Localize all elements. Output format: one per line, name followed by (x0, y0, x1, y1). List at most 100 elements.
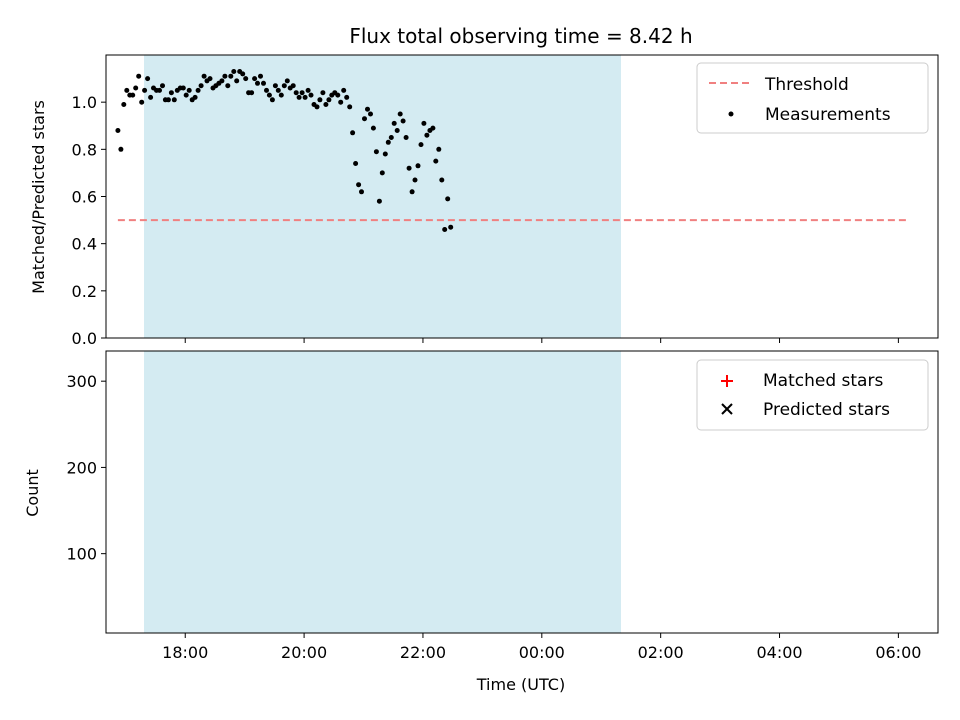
measurement-point (195, 87, 201, 93)
measurement-point (397, 111, 403, 117)
measurement-point (160, 83, 165, 89)
measurement-point (231, 69, 237, 74)
measurement-point (255, 80, 260, 86)
bottom-x-tick-label: 18:00 (162, 643, 208, 662)
measurement-point (118, 146, 124, 152)
top-legend-box (696, 62, 929, 134)
measurement-point (275, 87, 281, 93)
bottom-x-tick-label: 04:00 (756, 643, 802, 662)
measurement-point (373, 149, 379, 155)
top-y-tick-label: 0.6 (72, 188, 97, 207)
measurement-point (323, 102, 329, 107)
measurement-point (243, 76, 249, 82)
measurement-point (148, 94, 154, 100)
measurement-point (326, 97, 332, 103)
top-y-tick-label: 0.4 (72, 235, 97, 254)
measurement-point (258, 73, 263, 79)
measurement-point (302, 94, 308, 100)
measurement-point (362, 116, 367, 122)
bottom-legend: Matched stars Predicted stars (696, 359, 929, 431)
measurement-point (338, 99, 344, 105)
bottom-x-tick-label: 20:00 (281, 643, 327, 662)
measurement-point (445, 196, 451, 202)
measurement-point (130, 92, 136, 98)
bottom-legend-box (696, 359, 929, 431)
measurement-point (344, 94, 350, 100)
measurement-point (133, 85, 139, 91)
top-y-axis: 0.0 0.2 0.4 0.6 0.8 1.0 (72, 93, 106, 348)
measurement-point (406, 165, 412, 171)
measurement-point (296, 94, 302, 100)
top-y-tick-label: 1.0 (72, 93, 97, 112)
measurement-point (264, 87, 269, 93)
measurement-point (171, 97, 177, 103)
measurement-point (433, 158, 439, 164)
measurement-point (385, 139, 391, 145)
threshold-legend-label: Threshold (764, 75, 849, 95)
measurement-point (261, 80, 266, 86)
measurement-point (409, 189, 415, 195)
measurement-point (382, 151, 388, 157)
measurement-point (335, 92, 341, 98)
matched-legend-label: Matched stars (763, 371, 883, 391)
bottom-y-axis-label: Count (23, 469, 42, 517)
measurement-point (201, 73, 207, 79)
measurement-point (186, 87, 192, 93)
top-y-tick-label: 0.2 (72, 282, 97, 301)
measurement-point (272, 83, 278, 89)
predicted-legend-label: Predicted stars (763, 400, 890, 420)
matched-legend-marker (721, 375, 733, 387)
measurement-point (412, 177, 418, 183)
measurement-point (388, 135, 394, 140)
measurement-point (192, 94, 198, 100)
measurement-point (305, 87, 311, 93)
measurement-point (266, 92, 272, 98)
top-panel: 0.0 0.2 0.4 0.6 0.8 1.0 Matched/Predicted sta… (29, 54, 939, 348)
top-legend: Threshold Measurements (696, 62, 929, 134)
measurement-point (136, 73, 142, 79)
measurement-point (290, 83, 296, 89)
measurement-point (368, 111, 373, 117)
measurement-point (421, 120, 427, 126)
top-x-ticks (184, 338, 899, 343)
measurement-point (314, 104, 320, 110)
measurement-point (249, 90, 255, 96)
bottom-observing-window (144, 351, 621, 633)
measurement-point (168, 90, 174, 96)
bottom-x-tick-label: 02:00 (638, 643, 684, 662)
measurement-point (219, 78, 225, 84)
measurement-point (222, 73, 228, 79)
measurement-point (448, 224, 454, 230)
measurement-point (142, 87, 148, 93)
measurements-legend-label: Measurements (765, 105, 891, 125)
measurement-point (320, 90, 326, 96)
measurement-point (403, 135, 409, 140)
measurement-point (252, 76, 258, 82)
top-y-axis-label: Matched/Predicted stars (29, 100, 48, 294)
measurement-point (180, 85, 186, 91)
measurement-point (269, 97, 275, 103)
measurement-point (418, 142, 424, 148)
measurement-point (376, 198, 382, 204)
measurement-point (124, 87, 130, 93)
measurement-point (439, 177, 445, 183)
bottom-y-tick-label: 300 (66, 372, 97, 391)
measurement-point (281, 83, 287, 89)
measurement-point (442, 227, 448, 232)
measurement-point (356, 182, 362, 188)
measurement-point (183, 92, 189, 98)
measurement-point (234, 78, 240, 84)
measurement-point (145, 76, 151, 82)
measurement-point (436, 146, 442, 152)
measurement-point (240, 71, 246, 77)
measurement-point (198, 83, 204, 89)
predicted-legend-marker (721, 403, 733, 415)
measurement-point (207, 76, 213, 82)
measurement-point (370, 125, 376, 131)
measurement-point (341, 87, 347, 93)
measurement-point (293, 90, 299, 96)
measurement-point (394, 128, 400, 133)
measurement-point (365, 106, 370, 112)
measurements-legend-marker (728, 111, 734, 117)
